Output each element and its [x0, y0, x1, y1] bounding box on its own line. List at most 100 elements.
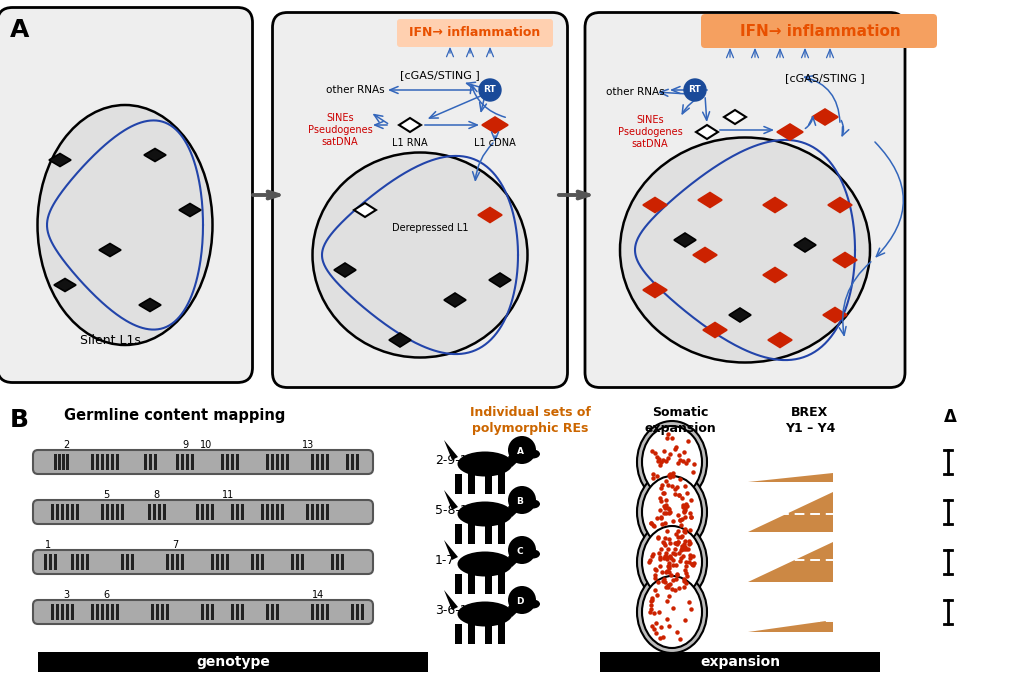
Text: A: A [10, 18, 30, 42]
Bar [231, 504, 234, 520]
Bar [66, 454, 69, 470]
Text: L1 RNA: L1 RNA [391, 138, 427, 148]
Bar [153, 504, 156, 520]
Bar [497, 472, 504, 494]
Bar [186, 454, 190, 470]
Bar [66, 504, 69, 520]
Bar [311, 454, 314, 470]
Bar [54, 454, 57, 470]
Bar [321, 454, 324, 470]
Bar [51, 504, 54, 520]
Ellipse shape [526, 550, 539, 559]
Polygon shape [398, 118, 421, 132]
Polygon shape [674, 233, 695, 247]
Bar [71, 604, 74, 620]
Bar [97, 604, 100, 620]
Text: 8: 8 [153, 490, 159, 500]
Text: RT: RT [483, 85, 496, 95]
Bar [221, 554, 224, 570]
Polygon shape [729, 308, 750, 322]
Polygon shape [692, 247, 716, 263]
Bar [116, 454, 119, 470]
Bar [106, 504, 109, 520]
Bar [50, 554, 52, 570]
Bar [454, 524, 462, 544]
Bar [152, 604, 154, 620]
Text: RT: RT [688, 85, 701, 95]
Bar [211, 554, 214, 570]
Bar [306, 504, 309, 520]
Polygon shape [507, 494, 528, 517]
Polygon shape [827, 197, 851, 213]
Bar [126, 554, 129, 570]
Polygon shape [388, 333, 411, 347]
Bar [291, 554, 294, 570]
Ellipse shape [620, 138, 869, 363]
Bar [216, 554, 219, 570]
Text: IFN→ inflammation: IFN→ inflammation [739, 24, 900, 38]
Bar [192, 454, 195, 470]
Polygon shape [762, 197, 787, 213]
Text: Derepressed L1: Derepressed L1 [391, 223, 468, 233]
Polygon shape [178, 204, 201, 217]
Bar [286, 454, 289, 470]
Polygon shape [822, 307, 846, 322]
Bar [181, 454, 184, 470]
Text: D: D [516, 598, 523, 607]
Bar [54, 554, 57, 570]
Polygon shape [443, 540, 458, 560]
Polygon shape [333, 263, 356, 277]
Text: [cGAS/STING ]: [cGAS/STING ] [399, 70, 479, 80]
Polygon shape [767, 332, 791, 348]
Text: Individual sets of
polymorphic REs: Individual sets of polymorphic REs [469, 406, 590, 435]
Bar [106, 604, 109, 620]
Bar [171, 554, 174, 570]
Bar [56, 504, 59, 520]
Ellipse shape [641, 426, 701, 498]
Ellipse shape [641, 576, 701, 648]
Ellipse shape [312, 152, 527, 357]
Bar [454, 574, 462, 594]
Bar [206, 504, 209, 520]
Bar [242, 604, 245, 620]
Bar [497, 622, 504, 644]
Bar [76, 554, 79, 570]
Bar [56, 604, 59, 620]
Bar [336, 554, 339, 570]
Bar [266, 504, 269, 520]
Circle shape [507, 536, 535, 564]
Bar [261, 554, 264, 570]
Bar [92, 454, 95, 470]
Bar [281, 504, 284, 520]
Text: A: A [516, 448, 523, 457]
Polygon shape [443, 440, 458, 460]
Bar [316, 454, 319, 470]
Bar [321, 604, 324, 620]
Bar [163, 504, 166, 520]
Polygon shape [833, 252, 856, 268]
Bar [176, 454, 179, 470]
Ellipse shape [526, 450, 539, 459]
Text: other RNAs: other RNAs [605, 87, 663, 97]
Text: 2: 2 [63, 440, 69, 450]
Ellipse shape [637, 571, 706, 653]
Bar [468, 522, 475, 544]
Text: SINEs
Pseudogenes
satDNA: SINEs Pseudogenes satDNA [308, 113, 372, 147]
Bar [206, 604, 209, 620]
Bar [45, 554, 48, 570]
Text: Δ: Δ [943, 408, 956, 426]
Bar [271, 604, 274, 620]
Bar [181, 554, 184, 570]
Ellipse shape [458, 502, 512, 527]
Bar [468, 622, 475, 644]
Text: C: C [517, 548, 523, 557]
Bar [221, 454, 224, 470]
Polygon shape [642, 197, 666, 213]
FancyBboxPatch shape [700, 14, 936, 48]
Text: Germline content mapping: Germline content mapping [64, 408, 285, 423]
Bar [484, 524, 491, 544]
Ellipse shape [641, 476, 701, 548]
Bar [346, 454, 350, 470]
Polygon shape [747, 473, 833, 482]
Circle shape [684, 79, 705, 101]
